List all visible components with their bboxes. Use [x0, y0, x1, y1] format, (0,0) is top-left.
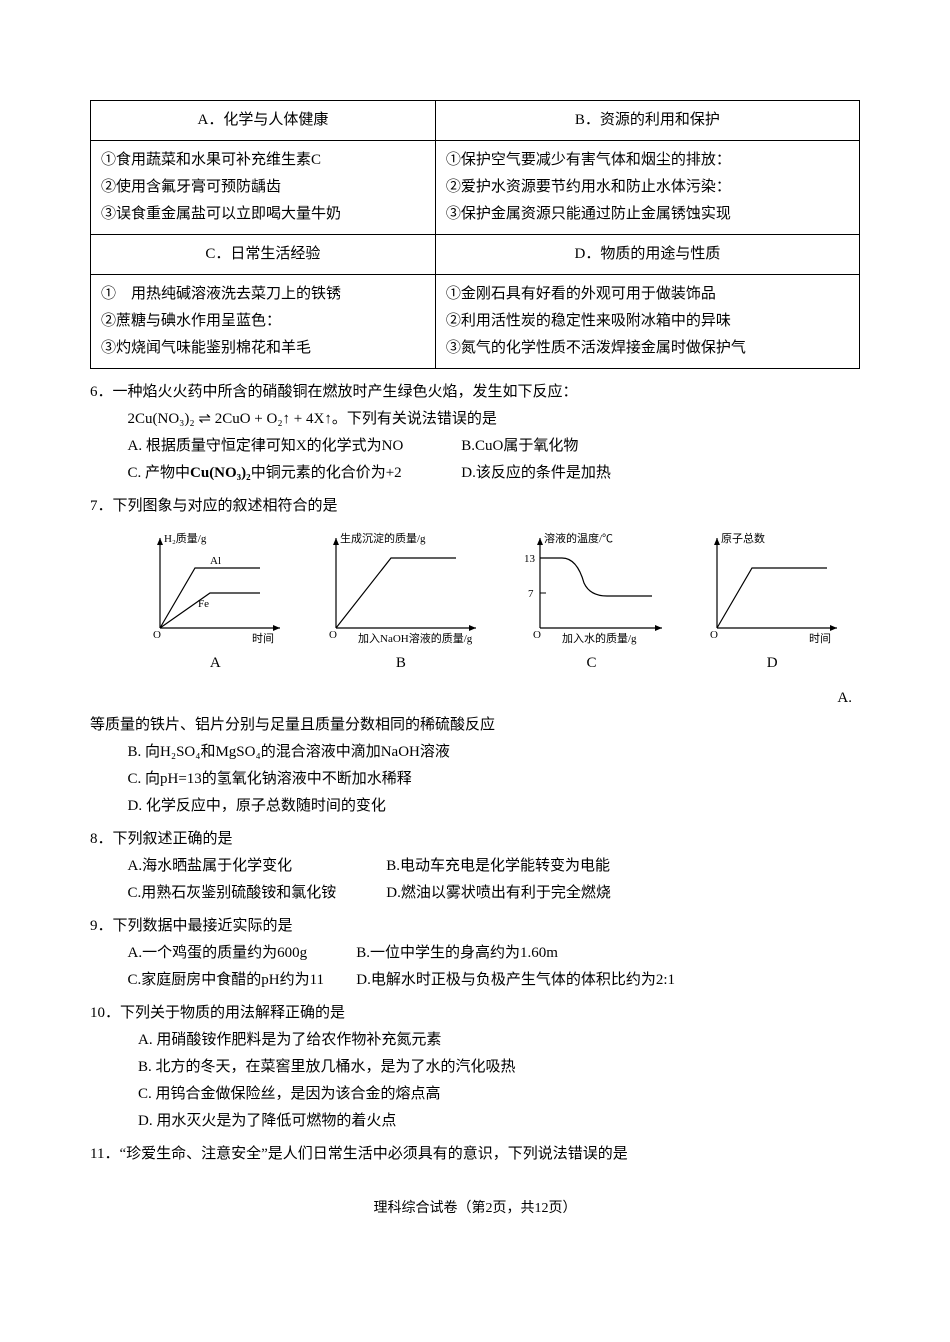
svg-text:13: 13 [524, 553, 536, 565]
chart-c: 溶液的温度/℃ 加入水的质量/g O 13 7 C [512, 528, 672, 677]
q6-line-cd: C. 产物中Cu(NO₃)₂中铜元素的化合价为+2 D.该反应的条件是加热 [90, 460, 860, 487]
q11-stem: “珍爱生命、注意安全”是人们日常生活中必须具有的意识，下列说法错误的是 [119, 1146, 627, 1162]
q6-num: 6． [90, 384, 113, 400]
chart-c-label: C [512, 650, 672, 677]
q6-a: A. 根据质量守恒定律可知X的化学式为NO [128, 433, 458, 460]
cell-c-body: ① 用热纯碱溶液洗去菜刀上的铁锈 ②蔗糖与碘水作用呈蓝色： ③灼烧闻气味能鉴别棉… [91, 275, 436, 369]
svg-text:Al: Al [210, 555, 221, 567]
q10-a: A. 用硝酸铵作肥料是为了给农作物补充氮元素 [90, 1027, 860, 1054]
chart-b-label: B [316, 650, 486, 677]
svg-text:生成沉淀的质量/g: 生成沉淀的质量/g [340, 531, 426, 545]
cell-b-body: ①保护空气要减少有害气体和烟尘的排放： ②爱护水资源要节约用水和防止水体污染： … [435, 141, 859, 235]
question-11: 11．“珍爱生命、注意安全”是人们日常生活中必须具有的意识，下列说法错误的是 [90, 1141, 860, 1168]
q11-num: 11． [90, 1146, 119, 1162]
q7-num: 7． [90, 498, 113, 514]
q10-stem: 下列关于物质的用法解释正确的是 [120, 1005, 345, 1021]
q9-c: C.家庭厨房中食醋的pH约为11 [128, 967, 353, 994]
q8-c: C.用熟石灰鉴别硫酸铵和氯化铵 [128, 880, 383, 907]
cell-line: ②蔗糖与碘水作用呈蓝色： [101, 308, 425, 335]
q8-line-cd: C.用熟石灰鉴别硫酸铵和氯化铵 D.燃油以雾状喷出有利于完全燃烧 [90, 880, 860, 907]
svg-text:O: O [533, 629, 541, 641]
chart-d: 原子总数 时间 O D [697, 528, 847, 677]
q10-b: B. 北方的冬天，在菜窖里放几桶水，是为了水的汽化吸热 [90, 1054, 860, 1081]
chart-a: H₂质量/g 时间 O Al Fe A [140, 528, 290, 677]
q8-num: 8． [90, 831, 113, 847]
svg-text:时间: 时间 [252, 632, 274, 645]
q9-line-ab: A.一个鸡蛋的质量约为600g B.一位中学生的身高约为1.60m [90, 940, 860, 967]
q8-stem: 下列叙述正确的是 [113, 831, 233, 847]
q8-d: D.燃油以雾状喷出有利于完全燃烧 [386, 880, 611, 907]
cell-line: ①金刚石具有好看的外观可用于做装饰品 [446, 281, 849, 308]
q8-line-ab: A.海水晒盐属于化学变化 B.电动车充电是化学能转变为电能 [90, 853, 860, 880]
cell-line: ③保护金属资源只能通过防止金属锈蚀实现 [446, 201, 849, 228]
svg-text:溶液的温度/℃: 溶液的温度/℃ [544, 531, 613, 545]
q6-b: B.CuO属于氧化物 [461, 433, 578, 460]
q7-b: B. 向H₂SO₄和MgSO₄的混合溶液中滴加NaOH溶液 [90, 739, 860, 766]
cell-b-header: B．资源的利用和保护 [435, 101, 859, 141]
q9-stem: 下列数据中最接近实际的是 [113, 918, 293, 934]
q9-num: 9． [90, 918, 113, 934]
svg-text:O: O [710, 629, 718, 641]
q7-stem: 下列图象与对应的叙述相符合的是 [113, 498, 338, 514]
question-7: 7．下列图象与对应的叙述相符合的是 H₂质量/g 时间 O Al Fe A [90, 493, 860, 820]
cell-line: ③灼烧闻气味能鉴别棉花和羊毛 [101, 335, 425, 362]
cell-line: ① 用热纯碱溶液洗去菜刀上的铁锈 [101, 281, 425, 308]
cell-a-body: ①食用蔬菜和水果可补充维生素C ②使用含氟牙膏可预防龋齿 ③误食重金属盐可以立即… [91, 141, 436, 235]
page-footer: 理科综合试卷（第2页，共12页） [90, 1196, 860, 1221]
q8-a: A.海水晒盐属于化学变化 [128, 853, 383, 880]
q9-d: D.电解水时正极与负极产生气体的体积比约为2:1 [356, 967, 675, 994]
q6-c: C. 产物中Cu(NO₃)₂中铜元素的化合价为+2 [128, 460, 458, 487]
q10-c: C. 用钨合金做保险丝，是因为该合金的熔点高 [90, 1081, 860, 1108]
q6-line-ab: A. 根据质量守恒定律可知X的化学式为NO B.CuO属于氧化物 [90, 433, 860, 460]
question-9: 9．下列数据中最接近实际的是 A.一个鸡蛋的质量约为600g B.一位中学生的身… [90, 913, 860, 994]
svg-text:O: O [329, 629, 337, 641]
cell-d-header: D．物质的用途与性质 [435, 235, 859, 275]
q7-a: 等质量的铁片、铝片分别与足量且质量分数相同的稀硫酸反应 [90, 712, 860, 739]
svg-text:Fe: Fe [198, 598, 209, 610]
q10-num: 10． [90, 1005, 120, 1021]
chart-a-label: A [140, 650, 290, 677]
q9-line-cd: C.家庭厨房中食醋的pH约为11 D.电解水时正极与负极产生气体的体积比约为2:… [90, 967, 860, 994]
charts-row: H₂质量/g 时间 O Al Fe A 生成沉淀的质量/g 加入NaOH溶液的质… [90, 528, 860, 677]
chart-b: 生成沉淀的质量/g 加入NaOH溶液的质量/g O B [316, 528, 486, 677]
q7-a-tag: A. [90, 685, 860, 712]
q7-c: C. 向pH=13的氢氧化钠溶液中不断加水稀释 [90, 766, 860, 793]
q7-d: D. 化学反应中，原子总数随时间的变化 [90, 793, 860, 820]
svg-text:O: O [153, 629, 161, 641]
q9-b: B.一位中学生的身高约为1.60m [356, 940, 558, 967]
info-table: A．化学与人体健康 B．资源的利用和保护 ①食用蔬菜和水果可补充维生素C ②使用… [90, 100, 860, 369]
cell-a-header: A．化学与人体健康 [91, 101, 436, 141]
svg-text:加入NaOH溶液的质量/g: 加入NaOH溶液的质量/g [358, 631, 473, 645]
cell-line: ②使用含氟牙膏可预防龋齿 [101, 174, 425, 201]
cell-line: ③误食重金属盐可以立即喝大量牛奶 [101, 201, 425, 228]
q10-d: D. 用水灭火是为了降低可燃物的着火点 [90, 1108, 860, 1135]
cell-d-body: ①金刚石具有好看的外观可用于做装饰品 ②利用活性炭的稳定性来吸附冰箱中的异味 ③… [435, 275, 859, 369]
svg-text:H₂质量/g: H₂质量/g [164, 532, 207, 545]
q6-stem2: 2Cu(NO₃)₂ ⇌ 2CuO + O₂↑ + 4X↑。下列有关说法错误的是 [90, 406, 860, 433]
q8-b: B.电动车充电是化学能转变为电能 [386, 853, 610, 880]
question-10: 10．下列关于物质的用法解释正确的是 A. 用硝酸铵作肥料是为了给农作物补充氮元… [90, 1000, 860, 1135]
question-8: 8．下列叙述正确的是 A.海水晒盐属于化学变化 B.电动车充电是化学能转变为电能… [90, 826, 860, 907]
cell-c-header: C．日常生活经验 [91, 235, 436, 275]
chart-d-label: D [697, 650, 847, 677]
q6-stem1: 一种焰火火药中所含的硝酸铜在燃放时产生绿色火焰，发生如下反应： [113, 384, 578, 400]
q6-d: D.该反应的条件是加热 [461, 460, 611, 487]
svg-text:7: 7 [528, 588, 534, 600]
cell-line: ③氮气的化学性质不活泼焊接金属时做保护气 [446, 335, 849, 362]
svg-text:时间: 时间 [809, 632, 831, 645]
cell-line: ①食用蔬菜和水果可补充维生素C [101, 147, 425, 174]
cell-line: ②爱护水资源要节约用水和防止水体污染： [446, 174, 849, 201]
question-6: 6．一种焰火火药中所含的硝酸铜在燃放时产生绿色火焰，发生如下反应： 2Cu(NO… [90, 379, 860, 487]
q9-a: A.一个鸡蛋的质量约为600g [128, 940, 353, 967]
cell-line: ②利用活性炭的稳定性来吸附冰箱中的异味 [446, 308, 849, 335]
svg-text:加入水的质量/g: 加入水的质量/g [562, 631, 637, 645]
svg-text:原子总数: 原子总数 [721, 531, 765, 545]
cell-line: ①保护空气要减少有害气体和烟尘的排放： [446, 147, 849, 174]
